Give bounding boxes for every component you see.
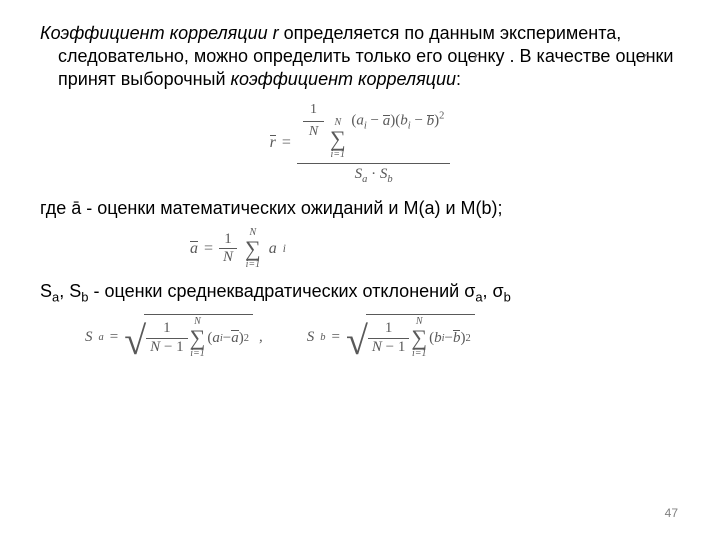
term-sample-corr: коэффициент корреляции bbox=[231, 69, 456, 89]
sub-b-2: b bbox=[504, 290, 511, 305]
text-intro-d: принят выборочный bbox=[58, 69, 231, 89]
formula-r-bar-fraction: 1N N ∑ i=1 (ai − a)(bi − b)2 Sa · Sb bbox=[297, 99, 451, 187]
formula-r-bar: r = 1N N ∑ i=1 (ai − a)(bi − b)2 Sa · S bbox=[40, 99, 680, 187]
text-sigma: - оценки среднеквадратических отклонений… bbox=[88, 281, 475, 301]
formula-r-bar-math: r = 1N N ∑ i=1 (ai − a)(bi − b)2 Sa · S bbox=[270, 99, 451, 187]
term-correlation-coeff: Коэффициент корреляции r bbox=[40, 23, 279, 43]
paragraph-intro: Коэффициент корреляции r определяется по… bbox=[40, 22, 680, 91]
text-where-abar: где ā - оценки математических ожиданий и… bbox=[40, 198, 503, 218]
paragraph-sa-sb: Sa , S b - оценки среднеквадратических отк… bbox=[40, 280, 680, 306]
text-sa: S bbox=[40, 281, 52, 301]
slide-page: Коэффициент корреляции r определяется по… bbox=[0, 0, 720, 540]
formula-a-bar-math: a = 1N N ∑ i=1 ai bbox=[190, 228, 286, 270]
sub-a-2: a bbox=[475, 290, 482, 305]
page-number: 47 bbox=[665, 506, 678, 520]
formula-a-bar: a = 1N N ∑ i=1 ai bbox=[40, 228, 680, 270]
text-sigma-b: , σ bbox=[483, 281, 504, 301]
formula-sb: Sb = √ 1N − 1 N ∑ i=1 (bi − b)2 bbox=[307, 314, 475, 360]
text-intro-f: : bbox=[456, 69, 461, 89]
text-sb: , S bbox=[59, 281, 81, 301]
formula-sa: Sa = √ 1N − 1 N ∑ i=1 (ai − a)2 , bbox=[85, 314, 263, 360]
formula-sa-sb-row: Sa = √ 1N − 1 N ∑ i=1 (ai − a)2 , Sb bbox=[40, 314, 680, 360]
paragraph-where-abar: где ā - оценки математических ожиданий и… bbox=[40, 197, 680, 220]
text-intro-c: . В качестве оценки bbox=[510, 46, 679, 66]
